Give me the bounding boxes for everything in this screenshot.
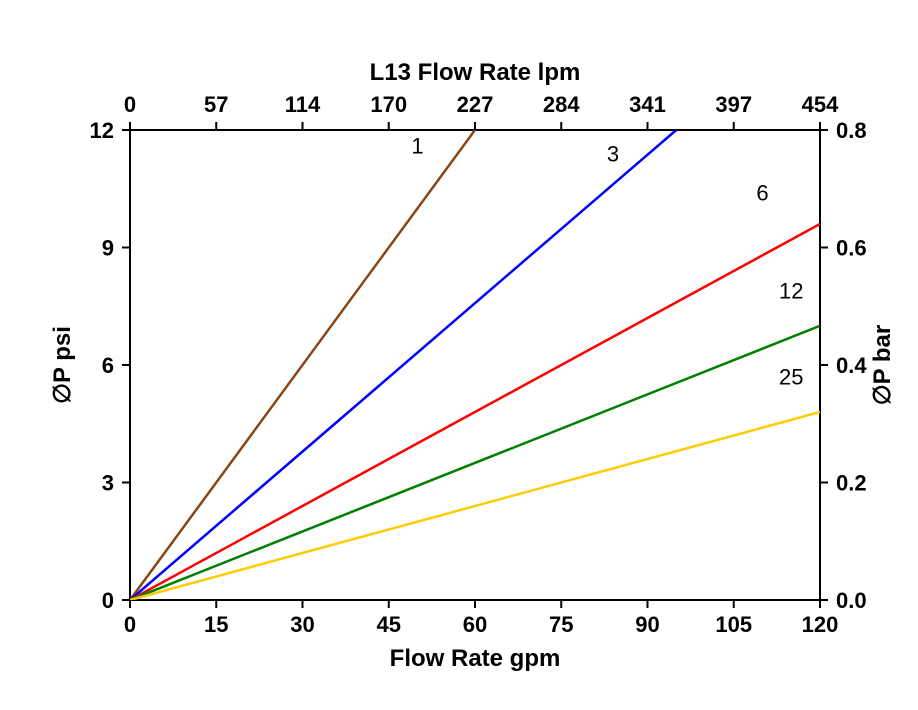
x-tick-label: 90 — [635, 612, 659, 637]
series-label-25: 25 — [779, 365, 803, 390]
series-line-12 — [130, 326, 820, 600]
y-tick-label: 6 — [102, 353, 114, 378]
y2-tick-label: 0.2 — [836, 471, 867, 496]
y2-tick-label: 0.4 — [836, 353, 867, 378]
y2-tick-label: 0.6 — [836, 236, 867, 261]
x-tick-label: 45 — [377, 612, 401, 637]
y-tick-label: 12 — [90, 118, 114, 143]
series-line-3 — [130, 130, 676, 600]
chart-svg: 0153045607590105120Flow Rate gpm05711417… — [0, 0, 918, 710]
series-line-1 — [130, 130, 475, 600]
x2-tick-label: 170 — [370, 92, 407, 117]
x2-tick-label: 114 — [285, 92, 321, 117]
series-label-1: 1 — [411, 134, 423, 159]
y-axis-label: ∅P psi — [49, 326, 76, 404]
x2-tick-label: 0 — [124, 92, 136, 117]
series-line-6 — [130, 224, 820, 600]
series-label-6: 6 — [756, 181, 768, 206]
x2-tick-label: 284 — [543, 92, 580, 117]
x2-tick-label: 341 — [629, 92, 666, 117]
x-tick-label: 120 — [802, 612, 839, 637]
x2-tick-label: 57 — [204, 92, 228, 117]
x-axis-label: Flow Rate gpm — [390, 645, 561, 672]
y-tick-label: 0 — [102, 588, 114, 613]
x2-tick-label: 227 — [457, 92, 494, 117]
series-label-12: 12 — [779, 278, 803, 303]
y-tick-label: 9 — [102, 236, 114, 261]
y2-tick-label: 0.8 — [836, 118, 867, 143]
x-tick-label: 105 — [715, 612, 752, 637]
x2-tick-label: 397 — [715, 92, 752, 117]
x-tick-label: 15 — [204, 612, 228, 637]
plot-frame — [130, 130, 820, 600]
series-label-3: 3 — [607, 141, 619, 166]
x-tick-label: 60 — [463, 612, 487, 637]
x2-tick-label: 454 — [802, 92, 839, 117]
x-tick-label: 75 — [549, 612, 573, 637]
y-tick-label: 3 — [102, 471, 114, 496]
y2-tick-label: 0.0 — [836, 588, 867, 613]
x-tick-label: 0 — [124, 612, 136, 637]
y2-axis-label: ∅P bar — [869, 325, 896, 406]
x-tick-label: 30 — [290, 612, 314, 637]
x2-axis-label: L13 Flow Rate lpm — [370, 59, 581, 86]
series-line-25 — [130, 412, 820, 600]
